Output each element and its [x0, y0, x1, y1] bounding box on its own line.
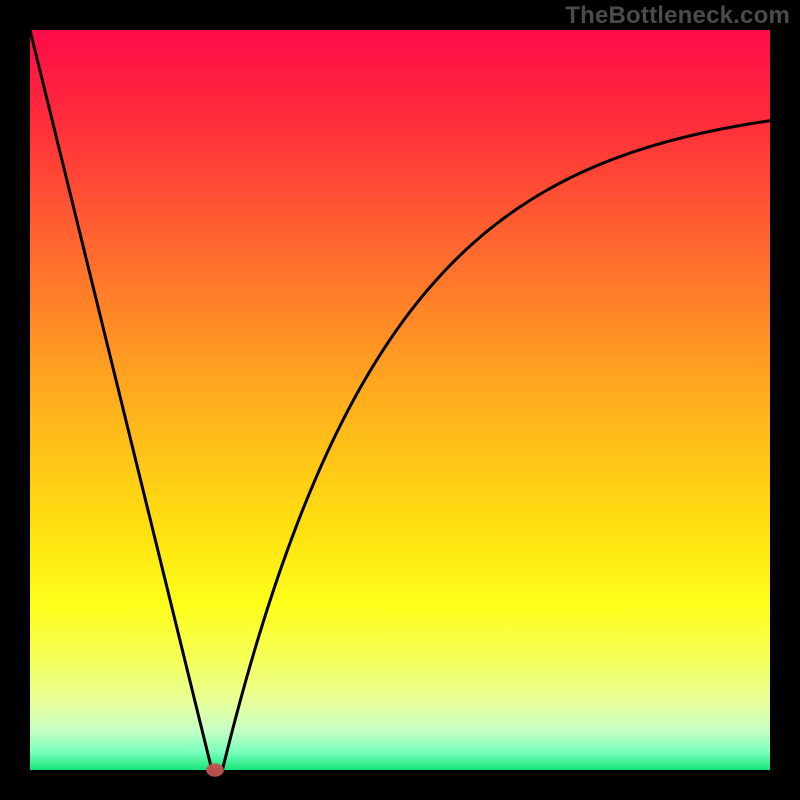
- attribution-label: TheBottleneck.com: [565, 2, 790, 30]
- minimum-marker: [206, 763, 224, 776]
- chart-frame: TheBottleneck.com: [0, 0, 800, 800]
- plot-overlay: [0, 0, 800, 800]
- gradient-background: [30, 30, 770, 770]
